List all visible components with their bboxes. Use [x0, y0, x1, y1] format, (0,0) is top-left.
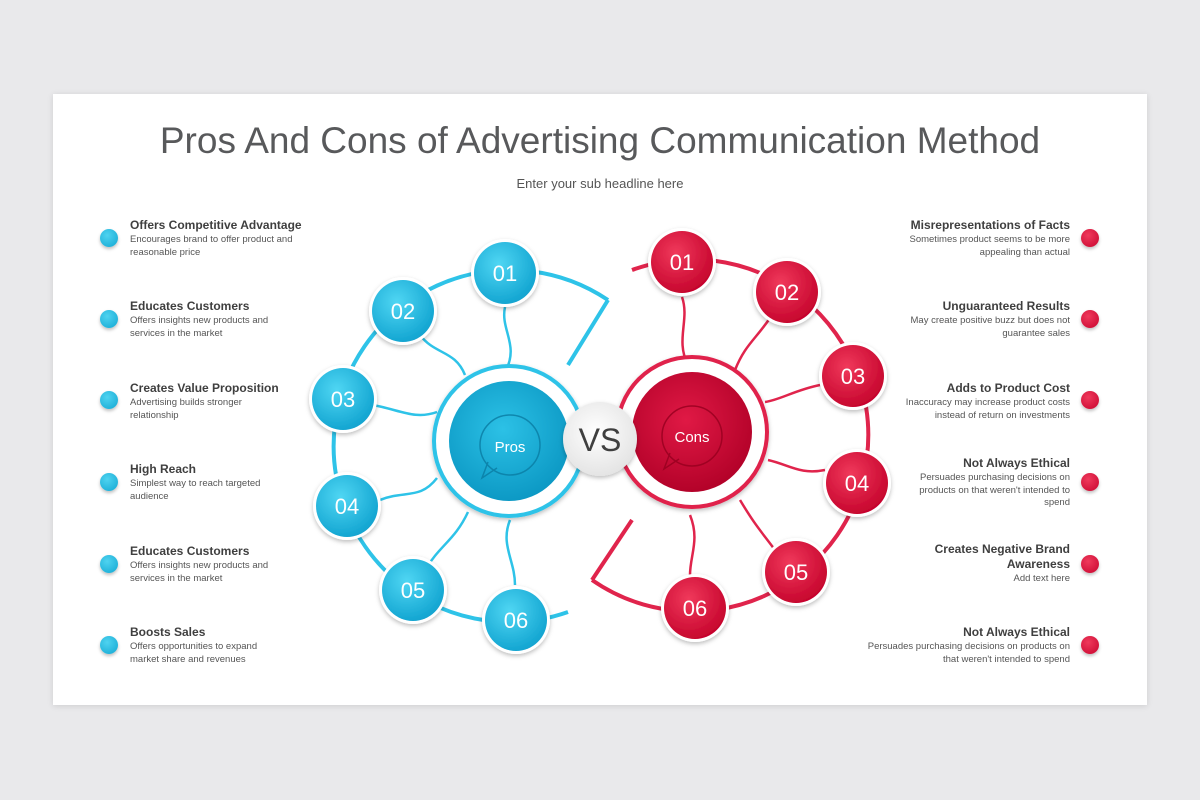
cons-node-label: 06: [683, 596, 707, 621]
pros-node-05: [379, 556, 447, 624]
cons-node-label: 05: [784, 560, 808, 585]
slide-card: [53, 94, 1147, 705]
pros-node-03: [309, 365, 377, 433]
cons-item-title: Adds to Product Cost: [946, 381, 1070, 395]
cons-node-label: 02: [775, 280, 799, 305]
cons-item-desc: Persuades purchasing decisions on product…: [919, 472, 1070, 508]
cons-bullet-3: [1081, 391, 1099, 409]
cons-item-desc: Inaccuracy may increase product costs ins…: [905, 397, 1070, 421]
pros-arc-spoke: [566, 298, 610, 367]
pros-item-2: Educates Customers Offers insights new p…: [130, 299, 360, 340]
pros-item-title: Educates Customers: [130, 544, 250, 558]
cons-item-6: Not Always Ethical Persuades purchasing …: [840, 625, 1070, 666]
pros-item-title: Boosts Sales: [130, 625, 206, 639]
page-subtitle: Enter your sub headline here: [516, 176, 684, 191]
cons-item-1: Misrepresentations of Facts Sometimes pr…: [840, 218, 1070, 259]
cons-node-01: [648, 228, 716, 296]
cons-node-03: [819, 342, 887, 410]
cons-node-label: 03: [841, 364, 865, 389]
pros-item-4: High Reach Simplest way to reach targete…: [130, 462, 360, 503]
pros-node-label: 01: [493, 261, 517, 286]
cons-item-desc: May create positive buzz but does not gua…: [910, 315, 1070, 339]
pros-item-desc: Offers insights new products and services…: [130, 315, 269, 339]
cons-bullet-1: [1081, 229, 1099, 247]
pros-item-title: Educates Customers: [130, 299, 250, 313]
pros-item-desc: Offers insights new products and services…: [130, 560, 269, 584]
cons-node-label: 04: [845, 471, 869, 496]
pros-item-desc: Offers opportunities to expand market sha…: [130, 641, 258, 665]
cons-bullet-6: [1081, 636, 1099, 654]
cons-item-title: Not Always Ethical: [963, 456, 1070, 470]
vs-circle: [563, 402, 637, 476]
cons-item-2: Unguaranteed Results May create positive…: [840, 299, 1070, 340]
pros-node-01: [471, 239, 539, 307]
pros-node-label: 05: [401, 578, 425, 603]
pros-node-label: 04: [335, 494, 359, 519]
pros-item-title: Creates Value Proposition: [130, 381, 279, 395]
cons-hub-label: Cons: [674, 429, 709, 446]
cons-item-title: Not Always Ethical: [963, 625, 1070, 639]
cons-item-desc: Persuades purchasing decisions on produc…: [867, 641, 1070, 665]
cons-item-title: Misrepresentations of Facts: [910, 218, 1070, 232]
cons-hub: [632, 372, 752, 492]
pros-bullet-3: [100, 391, 118, 409]
pros-node-02: [369, 277, 437, 345]
vs-label: VS: [579, 422, 622, 458]
cons-node-05: [762, 538, 830, 606]
cons-chat-icon: [661, 405, 723, 471]
pros-bullet-6: [100, 636, 118, 654]
cons-item-title: Creates Negative Brand Awareness: [934, 542, 1070, 571]
cons-item-desc: Sometimes product seems to be more appeal…: [909, 234, 1070, 258]
pros-bullet-1: [100, 229, 118, 247]
pros-hub: [449, 381, 569, 501]
pros-chat-icon: [479, 414, 541, 480]
cons-item-5: Creates Negative Brand Awareness Add text…: [840, 542, 1070, 586]
pros-hub-label: Pros: [495, 439, 526, 456]
cons-bullet-5: [1081, 555, 1099, 573]
cons-item-4: Not Always Ethical Persuades purchasing …: [840, 456, 1070, 510]
pros-item-6: Boosts Sales Offers opportunities to exp…: [130, 625, 360, 666]
cons-item-3: Adds to Product Cost Inaccuracy may incr…: [840, 381, 1070, 422]
cons-node-06: [661, 574, 729, 642]
cons-node-02: [753, 258, 821, 326]
page-title: Pros And Cons of Advertising Communicati…: [159, 120, 1041, 161]
pros-item-desc: Encourages brand to offer product and rea…: [130, 234, 293, 258]
cons-bullet-2: [1081, 310, 1099, 328]
pros-item-1: Offers Competitive Advantage Encourages …: [130, 218, 360, 259]
pros-node-06: [482, 586, 550, 654]
cons-item-title: Unguaranteed Results: [942, 299, 1070, 313]
pros-item-5: Educates Customers Offers insights new p…: [130, 544, 360, 585]
pros-bullet-5: [100, 555, 118, 573]
pros-item-title: Offers Competitive Advantage: [130, 218, 302, 232]
pros-item-desc: Simplest way to reach targeted audience: [130, 478, 261, 502]
pros-node-label: 03: [331, 387, 355, 412]
pros-node-label: 02: [391, 299, 415, 324]
pros-node-label: 06: [504, 608, 528, 633]
cons-node-label: 01: [670, 250, 694, 275]
cons-node-04: [823, 449, 891, 517]
pros-bullet-4: [100, 473, 118, 491]
pros-node-04: [313, 472, 381, 540]
pros-bullet-2: [100, 310, 118, 328]
pros-item-desc: Advertising builds stronger relationship: [130, 397, 242, 421]
pros-item-title: High Reach: [130, 462, 197, 476]
cons-item-desc: Add text here: [1013, 573, 1070, 584]
pros-item-3: Creates Value Proposition Advertising bu…: [130, 381, 360, 422]
cons-arc-spoke: [590, 518, 634, 582]
cons-bullet-4: [1081, 473, 1099, 491]
